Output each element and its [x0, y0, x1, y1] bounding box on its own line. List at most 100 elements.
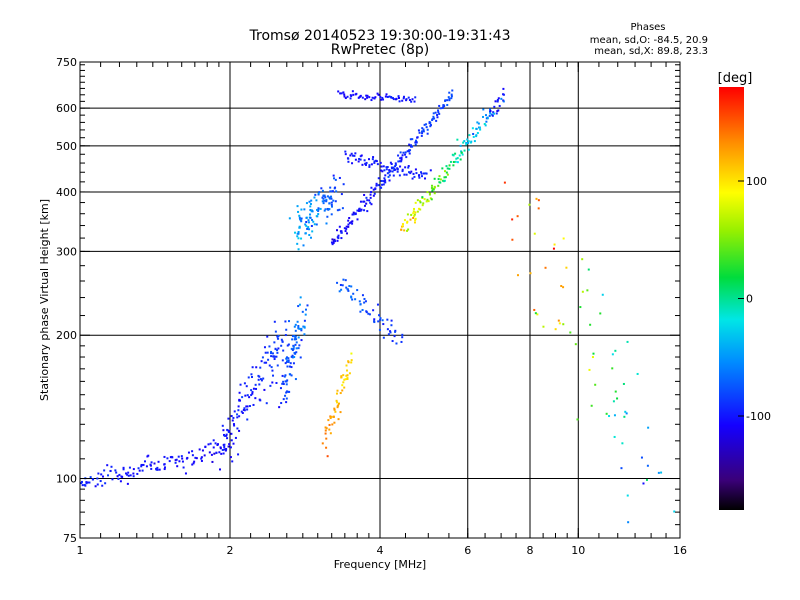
data-point [227, 445, 230, 448]
data-point [246, 418, 249, 421]
data-point [386, 318, 389, 321]
data-point [460, 151, 463, 154]
data-point [388, 171, 391, 174]
data-point [419, 201, 422, 204]
data-point [298, 225, 301, 228]
chart-subtitle: RwPretec (8p) [331, 42, 429, 58]
data-point [478, 126, 481, 129]
data-point [389, 170, 392, 173]
data-point [343, 378, 346, 381]
data-point [282, 398, 285, 401]
data-point [313, 196, 316, 199]
data-point [329, 190, 332, 193]
data-point [232, 416, 235, 419]
data-point [394, 168, 397, 171]
stats-o-line: mean, sd,O: -84.5, 20.9 [590, 35, 708, 46]
data-point [408, 99, 411, 102]
data-point [406, 220, 409, 223]
data-point [330, 197, 333, 200]
data-point [421, 196, 424, 199]
data-point [302, 244, 305, 247]
data-point [402, 97, 405, 100]
data-point [484, 114, 487, 117]
data-point [378, 328, 381, 331]
data-point [497, 109, 500, 112]
data-point [273, 358, 276, 361]
data-point [428, 193, 431, 196]
data-point [210, 453, 213, 456]
data-point [323, 194, 326, 197]
data-point [443, 176, 446, 179]
data-point [193, 460, 196, 463]
data-point [174, 461, 177, 464]
data-point [400, 158, 403, 161]
data-point [496, 110, 499, 113]
data-point [236, 413, 239, 416]
colorbar-tick-label: 0 [746, 293, 753, 306]
data-point [397, 95, 400, 98]
data-point [365, 196, 368, 199]
data-point [392, 98, 395, 101]
data-point [283, 375, 286, 378]
data-point [399, 151, 402, 154]
data-point [371, 96, 374, 99]
data-point [403, 173, 406, 176]
data-point [163, 466, 166, 469]
data-point [516, 274, 519, 277]
data-point [286, 365, 289, 368]
data-point [300, 220, 303, 223]
data-point [396, 168, 399, 171]
data-point [345, 364, 348, 367]
data-point [229, 446, 232, 449]
data-point [439, 107, 442, 110]
data-point [311, 210, 314, 213]
data-point [192, 462, 195, 465]
data-point [363, 209, 366, 212]
data-point [466, 138, 469, 141]
y-tick-label: 500 [56, 140, 77, 153]
data-point [350, 359, 353, 362]
data-point [462, 141, 465, 144]
data-point [85, 481, 88, 484]
data-point [565, 266, 568, 269]
data-point [411, 177, 414, 180]
data-point [385, 168, 388, 171]
data-point [122, 466, 125, 469]
data-point [383, 177, 386, 180]
data-point [579, 306, 582, 309]
data-point [294, 335, 297, 338]
data-point [347, 223, 350, 226]
data-point [460, 150, 463, 153]
data-point [305, 221, 308, 224]
data-point [554, 328, 557, 331]
data-point [157, 460, 160, 463]
data-point [174, 459, 177, 462]
data-point [114, 469, 117, 472]
x-tick-label: 1 [77, 544, 84, 557]
data-point [381, 170, 384, 173]
data-point [402, 151, 405, 154]
data-point [389, 330, 392, 333]
data-point [348, 222, 351, 225]
data-point [378, 314, 381, 317]
data-point [191, 450, 194, 453]
data-point [392, 174, 395, 177]
data-point [315, 223, 318, 226]
data-point [516, 215, 519, 218]
data-point [101, 484, 104, 487]
data-point [303, 319, 306, 322]
data-point [445, 165, 448, 168]
data-point [290, 347, 293, 350]
data-point [414, 96, 417, 99]
data-point [405, 173, 408, 176]
y-tick-label: 100 [56, 473, 77, 486]
data-point [425, 123, 428, 126]
data-point [221, 424, 224, 427]
data-point [429, 124, 432, 127]
data-point [290, 374, 293, 377]
data-point [413, 207, 416, 210]
data-point [386, 96, 389, 99]
data-point [212, 446, 215, 449]
data-point [255, 366, 258, 369]
data-point [307, 221, 310, 224]
